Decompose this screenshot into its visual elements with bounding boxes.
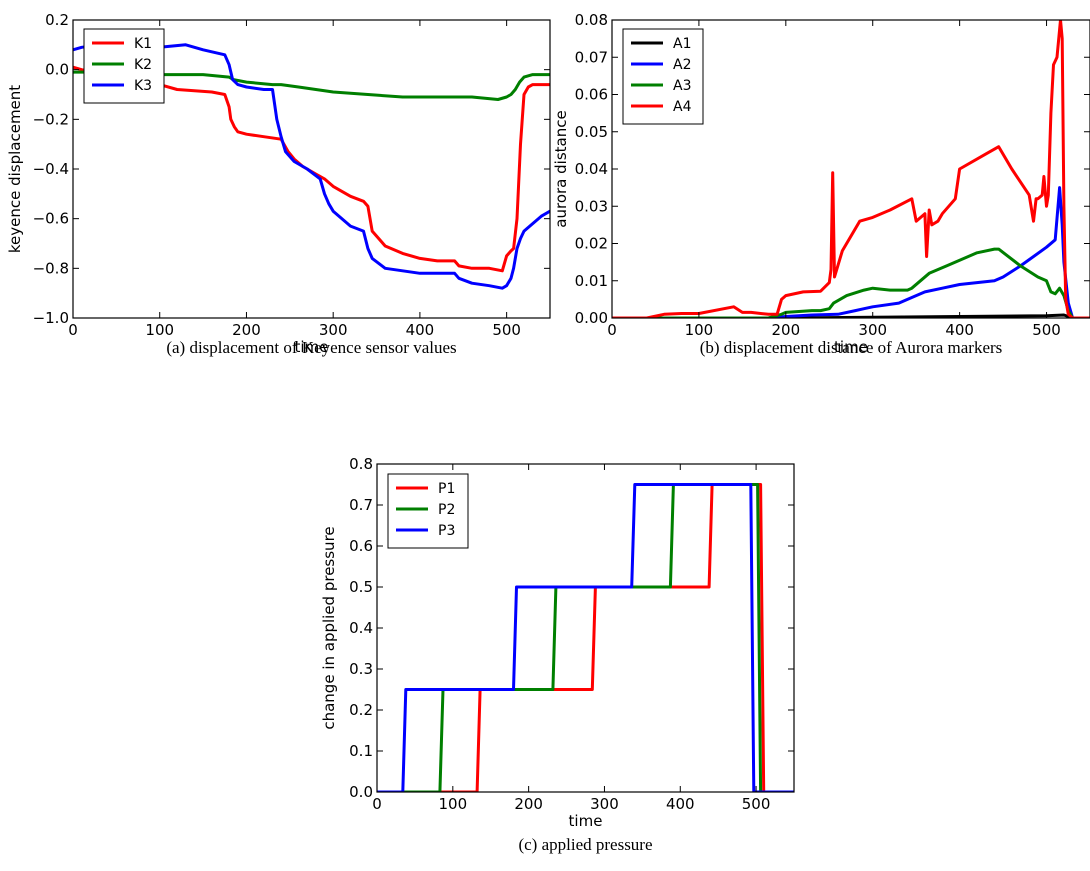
y-tick-label: 0.4	[349, 619, 373, 637]
x-tick-label: 400	[406, 321, 435, 339]
y-tick-label: 0.08	[575, 11, 608, 29]
x-tick-label: 200	[514, 795, 543, 813]
x-tick-label: 500	[492, 321, 521, 339]
x-tick-label: 100	[438, 795, 467, 813]
x-tick-label: 200	[232, 321, 261, 339]
legend: P1 P2 P3	[387, 473, 469, 549]
legend-label-a4: A4	[673, 99, 692, 115]
legend-label-k1: K1	[134, 36, 152, 52]
figure-caption: (c) applied pressure	[518, 835, 652, 854]
y-tick-label: 0.1	[349, 742, 373, 760]
y-tick-label: 0.6	[349, 537, 373, 555]
y-tick-label: 0.04	[575, 160, 608, 178]
x-tick-label: 500	[1032, 321, 1061, 339]
legend-label-a3: A3	[673, 78, 691, 94]
y-tick-label: 0.7	[349, 496, 373, 514]
x-tick-label: 300	[319, 321, 348, 339]
y-tick-label: 0.06	[575, 86, 608, 104]
x-tick-label: 100	[685, 321, 714, 339]
x-tick-label: 0	[607, 321, 617, 339]
y-tick-label: 0.03	[575, 197, 608, 215]
series-line-a4	[612, 20, 1090, 318]
series-line-a3	[612, 247, 1090, 318]
x-axis-label: time	[569, 812, 603, 830]
y-tick-label: 0.2	[349, 701, 373, 719]
series-line-k2	[73, 70, 550, 101]
figure-caption: (b) displacement distance of Aurora mark…	[700, 338, 1003, 357]
legend-label-p3: P3	[438, 523, 455, 539]
legend: A1 A2 A3 A4	[622, 28, 704, 125]
x-tick-label: 300	[858, 321, 887, 339]
x-axis-label: time	[834, 338, 868, 356]
legend-label-k3: K3	[134, 78, 152, 94]
legend-box	[622, 28, 704, 125]
x-tick-label: 300	[590, 795, 619, 813]
y-tick-label: 0.00	[575, 309, 608, 327]
y-tick-label: −0.8	[33, 259, 69, 277]
y-tick-label: 0.0	[45, 61, 69, 79]
y-axis-label: keyence displacement	[6, 85, 24, 253]
x-tick-label: 500	[742, 795, 771, 813]
y-tick-label: 0.02	[575, 235, 608, 253]
x-tick-label: 400	[666, 795, 695, 813]
y-tick-label: 0.07	[575, 48, 608, 66]
legend-label-a1: A1	[673, 36, 691, 52]
legend: K1 K2 K3	[83, 28, 165, 104]
x-tick-label: 0	[68, 321, 78, 339]
legend-label-a2: A2	[673, 57, 691, 73]
series-line-a2	[612, 186, 1090, 318]
y-axis-label: aurora distance	[552, 110, 570, 227]
series-line-p3	[377, 483, 794, 792]
legend-label-p1: P1	[438, 481, 455, 497]
x-tick-label: 400	[945, 321, 974, 339]
y-tick-label: −1.0	[33, 309, 69, 327]
panel-b: 0 100 200 300 400 500 0.00 0.01 0.02 0.03 0.04 0.05…	[552, 11, 1090, 357]
plot-area	[73, 43, 550, 290]
y-tick-label: 0.3	[349, 660, 373, 678]
y-tick-label: −0.6	[33, 210, 69, 228]
y-tick-label: 0.01	[575, 272, 608, 290]
series-line-k3	[73, 43, 550, 290]
y-tick-label: −0.2	[33, 110, 69, 128]
legend-box	[387, 473, 469, 549]
y-tick-label: 0.5	[349, 578, 373, 596]
series-line-k1	[73, 65, 550, 273]
panel-a: 0 100 200 300 400 500 −1.0 −0.8 −0.6 −0.4 −0.2 0.0 0…	[6, 11, 551, 357]
y-tick-label: 0.2	[45, 11, 69, 29]
y-tick-label: −0.4	[33, 160, 69, 178]
legend-box	[83, 28, 165, 104]
x-axis-label: time	[295, 338, 329, 356]
panel-c: 0 100 200 300 400 500 0.0 0.1 0.2 0.3 0.4 0.5 0.6 0.7…	[320, 455, 795, 854]
plot-area	[377, 483, 794, 792]
y-tick-label: 0.8	[349, 455, 373, 473]
legend-label-k2: K2	[134, 57, 152, 73]
y-tick-label: 0.0	[349, 783, 373, 801]
legend-label-p2: P2	[438, 502, 455, 518]
y-tick-label: 0.05	[575, 123, 608, 141]
x-tick-label: 100	[145, 321, 174, 339]
x-tick-label: 0	[372, 795, 382, 813]
y-axis-label: change in applied pressure	[320, 526, 338, 729]
figure-caption: (a) displacement of Keyence sensor value…	[166, 338, 456, 357]
x-tick-label: 200	[771, 321, 800, 339]
